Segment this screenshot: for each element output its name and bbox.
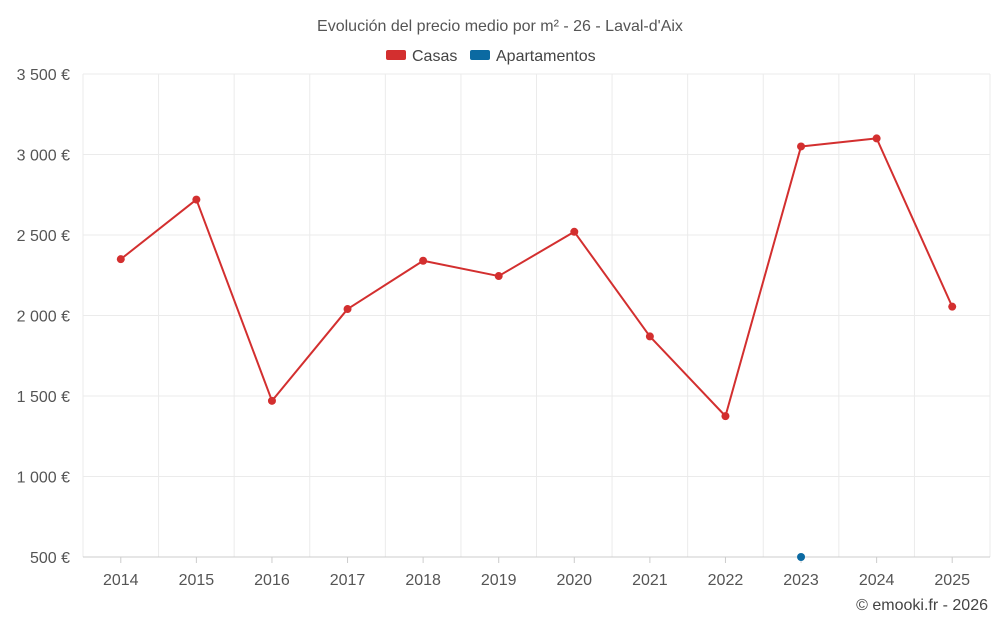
- x-tick-label-2016: 2016: [254, 572, 290, 589]
- legend: Casas Apartamentos: [386, 48, 596, 65]
- data-point-casas-2014[interactable]: [116, 255, 125, 264]
- data-point-casas-2022[interactable]: [721, 412, 730, 421]
- x-tick-label-2018: 2018: [405, 572, 441, 589]
- series-line-casas: [120, 137, 954, 418]
- data-point-casas-2020[interactable]: [570, 227, 579, 236]
- data-point-casas-2017[interactable]: [343, 305, 352, 314]
- x-tick-label-2019: 2019: [481, 572, 517, 589]
- x-tick-label-2025: 2025: [934, 572, 970, 589]
- grid: [82, 73, 991, 557]
- x-tick-label-2023: 2023: [783, 572, 819, 589]
- data-point-casas-2019[interactable]: [494, 272, 503, 281]
- series: [116, 134, 957, 561]
- data-point-casas-2024[interactable]: [872, 134, 881, 143]
- legend-item-casas[interactable]: Casas: [386, 48, 457, 65]
- legend-swatch-casas: [386, 50, 406, 60]
- y-tick-label: 3 000 €: [17, 148, 70, 165]
- data-point-casas-2023[interactable]: [797, 142, 806, 151]
- x-tick-label-2014: 2014: [103, 572, 139, 589]
- y-tick-label: 2 000 €: [17, 309, 70, 326]
- legend-label-apartamentos: Apartamentos: [496, 48, 596, 65]
- x-tick-label-2020: 2020: [556, 572, 592, 589]
- y-tick-label: 1 000 €: [17, 470, 70, 487]
- y-tick-label: 2 500 €: [17, 228, 70, 245]
- x-tick-label-2021: 2021: [632, 572, 668, 589]
- chart-title: Evolución del precio medio por m² - 26 -…: [317, 18, 683, 35]
- data-point-casas-2025[interactable]: [948, 302, 957, 311]
- data-point-casas-2015[interactable]: [192, 195, 201, 204]
- axes: 500 € 1 000 € 1 500 € 2 000 € 2 500 € 3 000 €…: [17, 67, 990, 589]
- data-point-casas-2021[interactable]: [645, 332, 654, 341]
- x-tick-label-2024: 2024: [859, 572, 895, 589]
- y-tick-label: 1 500 €: [17, 389, 70, 406]
- data-point-casas-2016[interactable]: [267, 396, 276, 405]
- y-tick-label: 3 500 €: [17, 67, 70, 84]
- copyright-credit: © emooki.fr - 2026: [856, 597, 988, 614]
- x-tick-label-2015: 2015: [179, 572, 215, 589]
- x-tick-label-2022: 2022: [708, 572, 744, 589]
- x-tick-label-2017: 2017: [330, 572, 366, 589]
- legend-label-casas: Casas: [412, 48, 457, 65]
- y-tick-label: 500 €: [30, 550, 70, 567]
- data-point-casas-2018[interactable]: [419, 256, 428, 265]
- legend-swatch-apartamentos: [470, 50, 490, 60]
- data-point-apartamentos-2023[interactable]: [797, 553, 806, 561]
- legend-item-apartamentos[interactable]: Apartamentos: [470, 48, 596, 65]
